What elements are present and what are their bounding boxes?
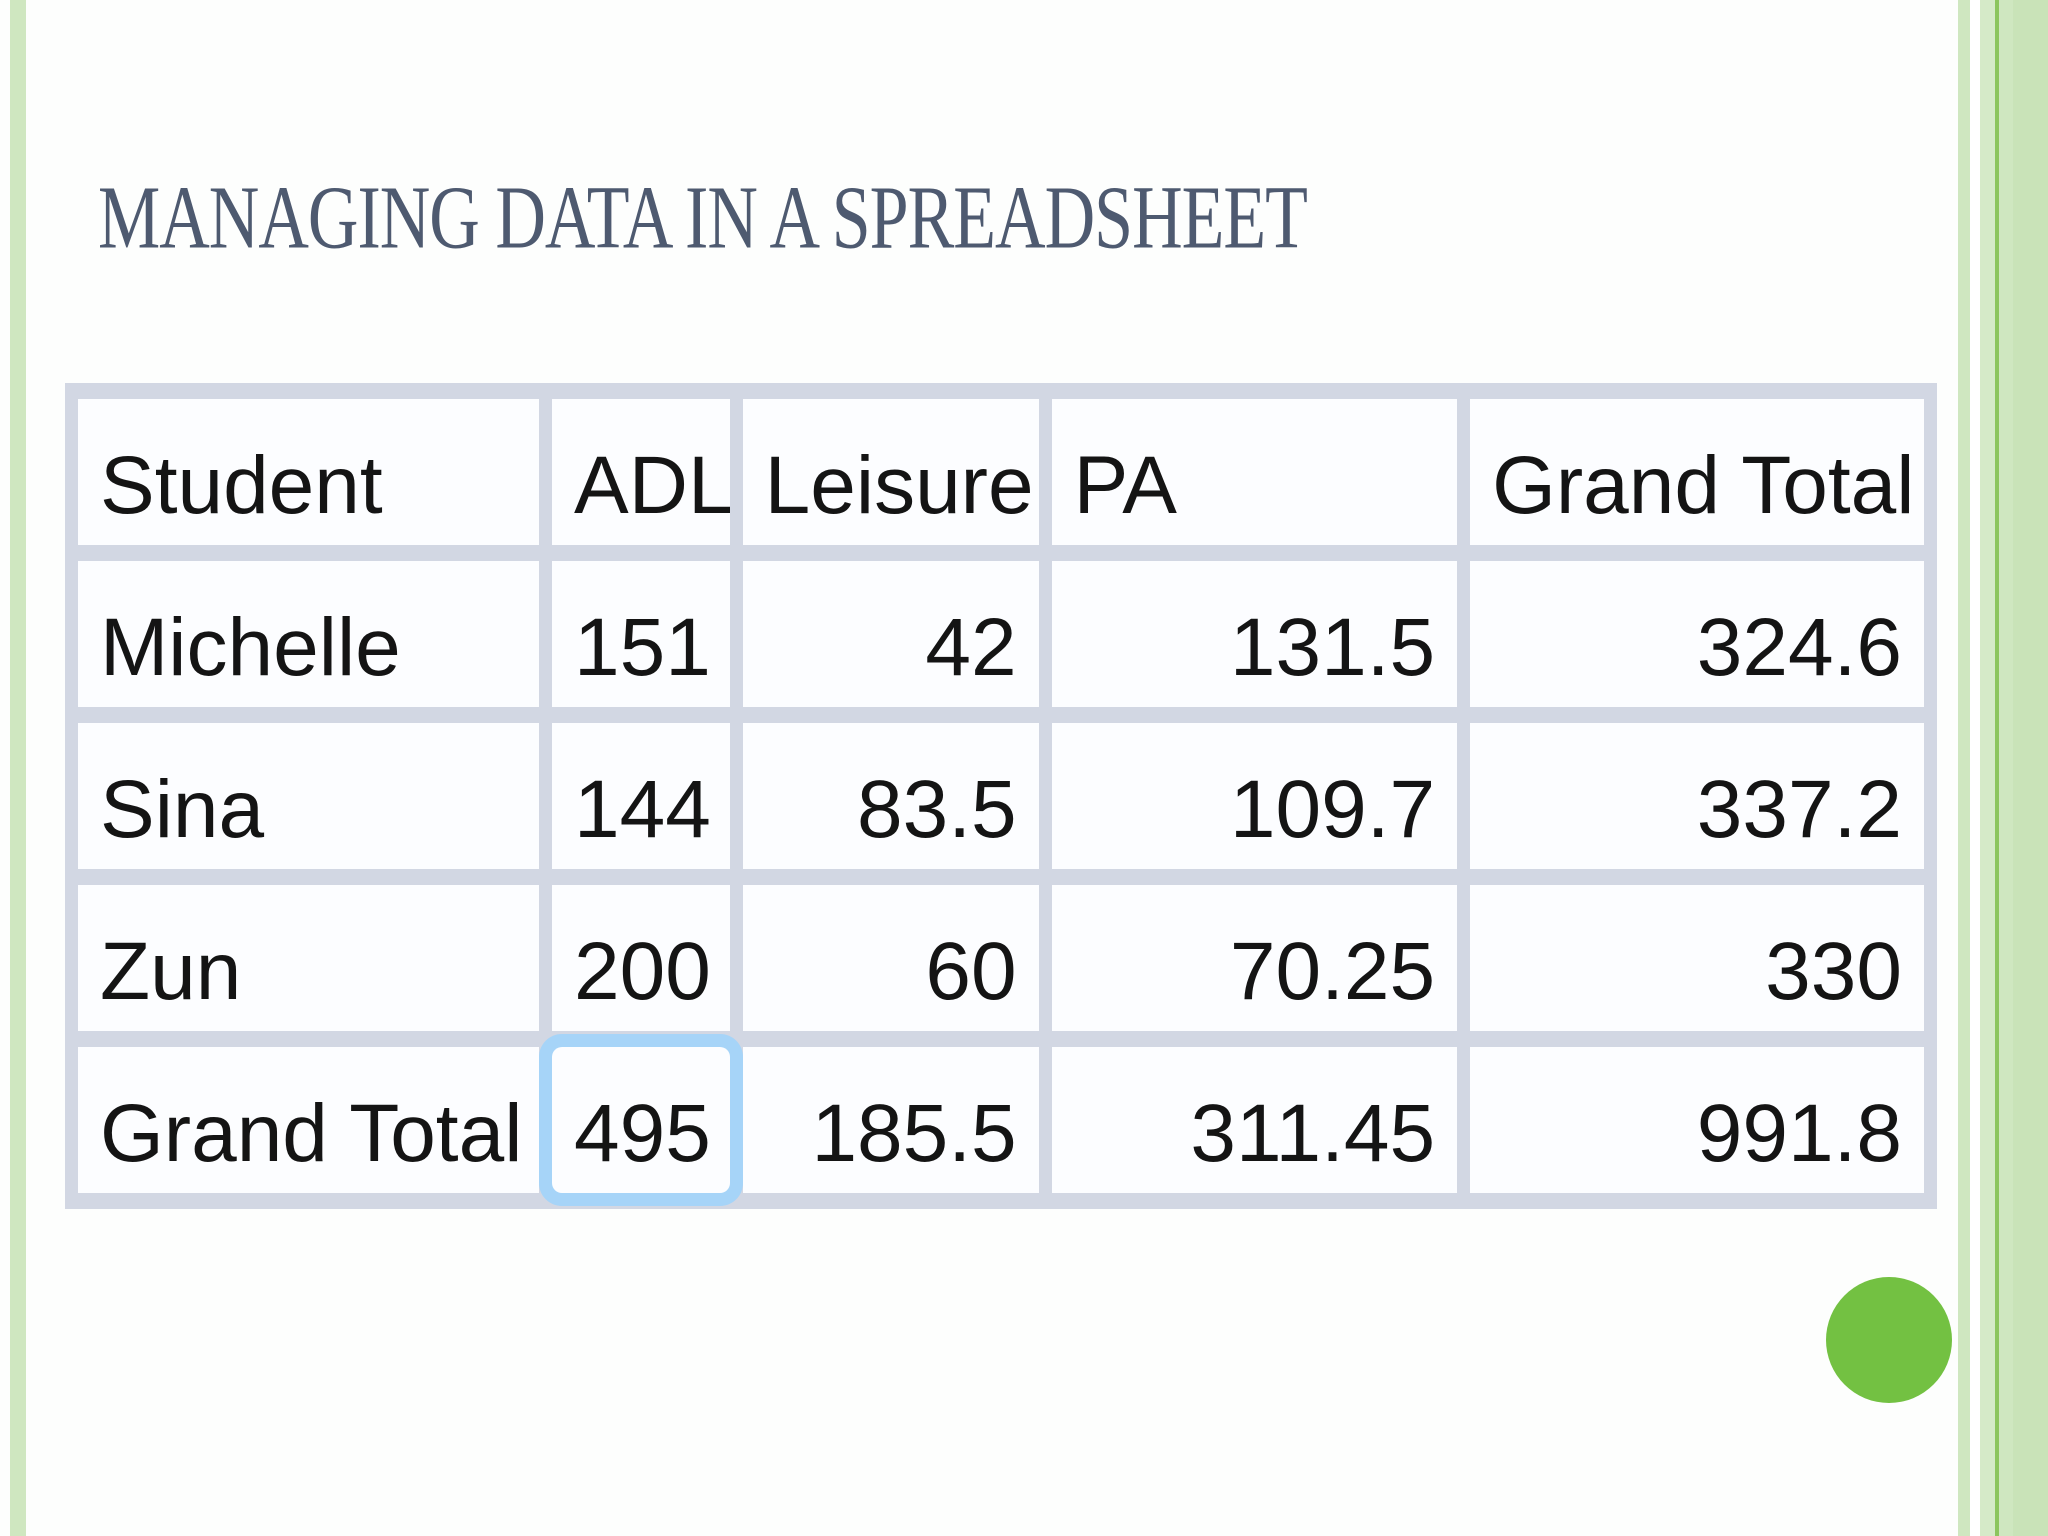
cell: 200 <box>552 885 730 1031</box>
table-row: Sina 144 83.5 109.7 337.2 <box>78 723 1924 869</box>
cell: 991.8 <box>1470 1047 1924 1193</box>
cell: 60 <box>742 885 1039 1031</box>
cell: 324.6 <box>1470 561 1924 707</box>
cell: 83.5 <box>742 723 1039 869</box>
table-row: Grand Total 495 185.5 311.45 991.8 <box>78 1047 1924 1193</box>
green-circle-decoration <box>1826 1277 1952 1403</box>
data-table: Student ADL Leisure PA Grand Total Michelle 1… <box>65 383 1937 1209</box>
row-label: Zun <box>78 885 540 1031</box>
cell: 330 <box>1470 885 1924 1031</box>
table-row: Michelle 151 42 131.5 324.6 <box>78 561 1924 707</box>
row-label: Sina <box>78 723 540 869</box>
cell: 185.5 <box>742 1047 1039 1193</box>
header-row: Student ADL Leisure PA Grand Total <box>78 399 1924 545</box>
right-border-stripes <box>1958 0 2048 1536</box>
cell: 337.2 <box>1470 723 1924 869</box>
slide-title: MANAGING DATA IN A SPREADSHEET <box>98 169 1308 268</box>
cell: 70.25 <box>1051 885 1458 1031</box>
highlighted-cell: 495 <box>552 1047 730 1193</box>
cell: 144 <box>552 723 730 869</box>
cell: 131.5 <box>1051 561 1458 707</box>
column-header: ADL <box>552 399 730 545</box>
column-header: Grand Total <box>1470 399 1924 545</box>
column-header: PA <box>1051 399 1458 545</box>
row-label: Grand Total <box>78 1047 540 1193</box>
cell: 109.7 <box>1051 723 1458 869</box>
cell: 42 <box>742 561 1039 707</box>
cell: 311.45 <box>1051 1047 1458 1193</box>
cell: 151 <box>552 561 730 707</box>
column-header: Leisure <box>742 399 1039 545</box>
table-body: Michelle 151 42 131.5 324.6 Sina 144 83.5 109.7 3… <box>78 561 1924 1193</box>
row-label: Michelle <box>78 561 540 707</box>
table-header: Student ADL Leisure PA Grand Total <box>78 399 1924 545</box>
table-container: Student ADL Leisure PA Grand Total Michelle 1… <box>65 383 1937 1209</box>
left-border-stripe <box>10 0 26 1536</box>
table-row: Zun 200 60 70.25 330 <box>78 885 1924 1031</box>
column-header: Student <box>78 399 540 545</box>
